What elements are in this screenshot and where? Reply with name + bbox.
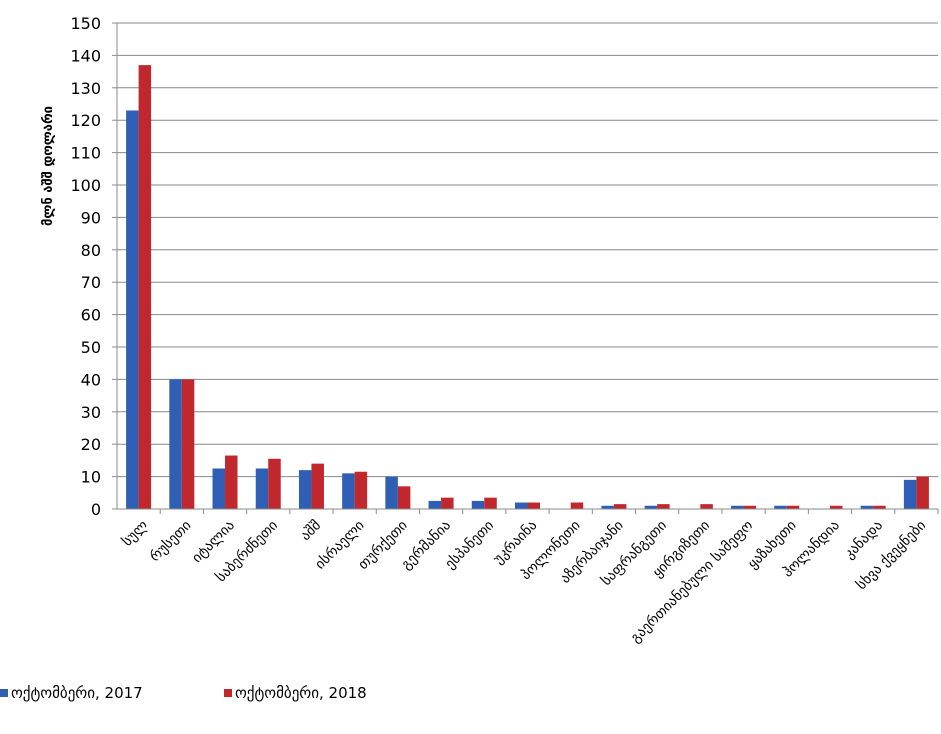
y-tick-label: 60	[81, 306, 101, 325]
y-axis-ticks: 0 10 20 30 40 50 60 70 80 90 100 110 120 130 140 150	[70, 14, 101, 519]
y-tick-label: 50	[81, 338, 101, 357]
y-tick-label: 120	[70, 111, 101, 130]
bar-2017	[342, 473, 355, 509]
x-tick-label: რუსეთი	[146, 517, 194, 565]
bar-2018	[916, 476, 929, 509]
y-tick-label: 100	[70, 176, 101, 195]
bar-2018	[354, 471, 368, 509]
bar-2017	[860, 505, 874, 509]
y-tick-label: 70	[81, 273, 101, 292]
y-tick-label: 0	[91, 500, 101, 519]
axes	[116, 23, 938, 510]
y-axis-label: მლნ აშშ დოლარი	[41, 106, 56, 226]
y-tick-label: 150	[70, 14, 101, 33]
bar-2017	[471, 500, 485, 509]
bar-2017	[601, 505, 614, 509]
bar-2018	[441, 497, 454, 509]
y-tick-label: 20	[81, 435, 101, 454]
bar-2018	[397, 486, 411, 509]
bar-2018	[268, 458, 281, 509]
bar-2018	[311, 463, 324, 509]
bar-2018	[181, 379, 195, 509]
gridlines	[112, 22, 938, 510]
y-tick-label: 80	[81, 241, 101, 260]
y-tick-label: 30	[81, 403, 101, 422]
bar-2017	[298, 470, 312, 509]
legend-label: ოქტომბერი, 2018	[235, 684, 367, 702]
bar-2017	[169, 379, 182, 509]
bar-2018	[829, 505, 843, 509]
legend-swatch	[0, 689, 8, 697]
y-tick-label: 140	[70, 46, 101, 65]
y-tick-label: 40	[81, 370, 101, 389]
bar-2017	[731, 505, 744, 509]
bar-2017	[428, 500, 442, 509]
bars	[126, 65, 929, 510]
legend: ოქტომბერი, 2017 ოქტომბერი, 2018	[0, 684, 367, 702]
bar-2017	[255, 468, 269, 509]
bar-2018	[786, 505, 800, 509]
bar-2018	[657, 504, 670, 509]
bar-2018	[138, 65, 152, 510]
bar-2018	[700, 504, 713, 509]
bar-2018	[570, 502, 584, 509]
bar-2018	[225, 455, 238, 509]
legend-swatch	[224, 689, 232, 697]
y-tick-label: 10	[81, 468, 101, 487]
bar-2017	[126, 110, 139, 509]
bar-2018	[484, 497, 497, 509]
y-tick-label: 110	[70, 144, 101, 163]
legend-label: ოქტომბერი, 2017	[11, 684, 143, 702]
bar-2017	[774, 505, 787, 509]
bar-2018	[613, 504, 627, 509]
bar-2017	[515, 502, 528, 509]
bar-2017	[644, 505, 658, 509]
y-tick-label: 90	[81, 208, 101, 227]
x-tick-label: აშშ	[298, 518, 325, 545]
y-tick-label: 130	[70, 79, 101, 98]
bar-2018	[873, 505, 886, 509]
bar-2018	[527, 502, 540, 509]
x-tick-label: სულ	[119, 517, 151, 549]
bar-2017	[212, 468, 226, 509]
bar-2017	[385, 476, 398, 509]
bar-2017	[903, 479, 917, 509]
bar-2018	[743, 505, 757, 509]
